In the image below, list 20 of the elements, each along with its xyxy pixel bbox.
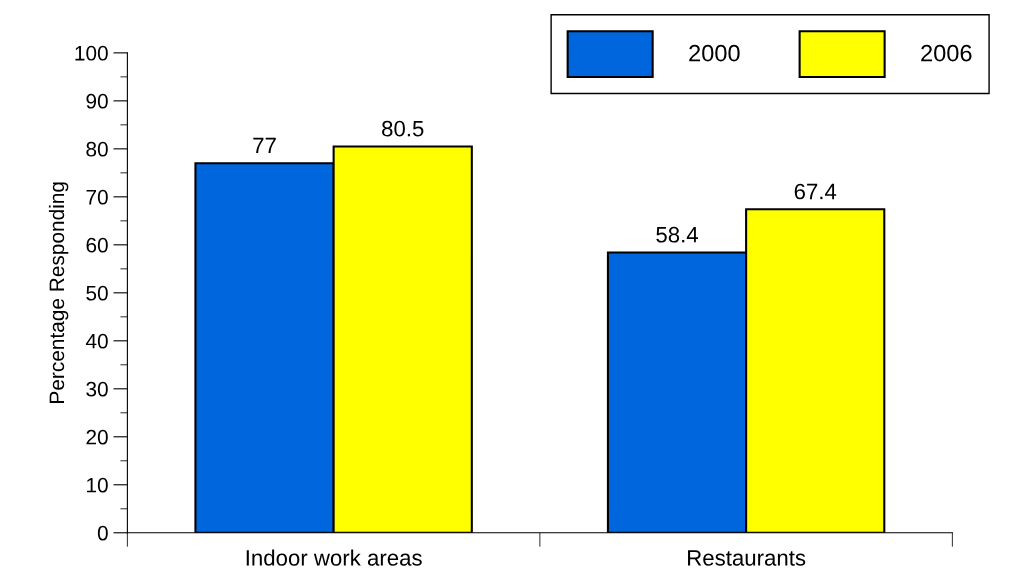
data-label: 80.5 — [382, 120, 424, 137]
legend-label: 2000 — [689, 44, 740, 62]
y-tick-label: 100 — [75, 45, 108, 61]
y-tick-label: 50 — [86, 285, 108, 301]
y-tick-label: 70 — [86, 189, 108, 205]
data-label: 77 — [253, 137, 276, 154]
y-tick-label: 80 — [86, 141, 108, 157]
y-tick-label: 10 — [87, 477, 108, 493]
legend-label: 2006 — [921, 44, 972, 62]
data-label: 58.4 — [656, 226, 698, 243]
y-tick-label: 30 — [86, 381, 108, 397]
y-tick-label: 40 — [85, 333, 108, 349]
y-axis-title: Percentage Responding — [48, 182, 69, 403]
y-tick-label: 20 — [86, 429, 108, 445]
y-tick-label: 0 — [97, 525, 108, 541]
x-tick-label: Restaurants — [688, 550, 806, 566]
data-label: 67.4 — [794, 183, 837, 200]
y-tick-label: 60 — [86, 237, 108, 253]
x-tick-label: Indoor work areas — [246, 549, 422, 566]
y-tick-label: 90 — [86, 93, 108, 109]
